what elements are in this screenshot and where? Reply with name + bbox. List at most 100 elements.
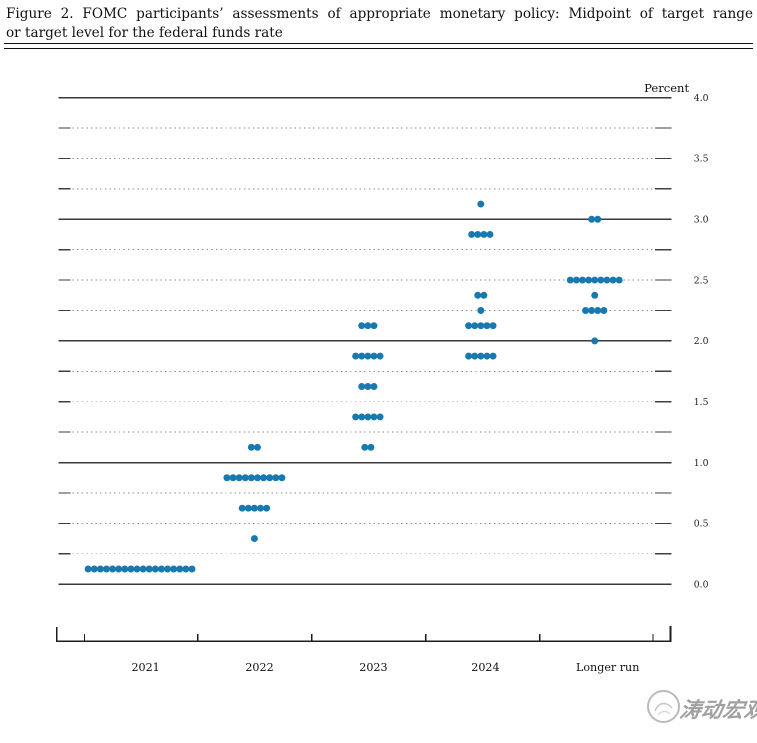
fomc-dot [588,307,596,314]
fomc-dot [247,443,255,451]
y-tick-label: 3.0 [694,214,709,225]
fomc-dot [250,504,258,512]
fomc-dot [572,276,580,284]
fomc-dot [364,322,372,330]
fomc-dot [121,565,129,573]
fomc-dot [370,352,378,360]
x-axis [55,625,672,642]
y-tick-label: 2.5 [694,275,709,286]
fomc-dot [591,276,599,284]
fomc-dot [364,413,372,421]
x-axis-label: Longer run [576,661,639,674]
x-axis-label: 2023 [359,661,387,674]
fomc-dot [477,307,485,314]
fomc-dot [235,474,243,482]
fomc-dot [115,565,123,573]
fomc-dot [376,413,384,421]
fomc-dot [238,504,246,512]
x-axis-label: 2021 [131,661,159,674]
fomc-dot [133,565,141,573]
fomc-dot [370,383,378,390]
gridlines [58,96,672,585]
y-tick-label: 0.5 [694,519,709,530]
fomc-dot [477,200,485,208]
fomc-dot [370,413,378,421]
fomc-dot [489,352,497,360]
fomc-dot [594,307,602,314]
fomc-dot [250,535,258,543]
fomc-dot [164,565,172,573]
fomc-dot [471,352,479,360]
dot-column-2022 [223,443,286,543]
fomc-dot [361,443,369,451]
fomc-dot [278,474,286,482]
fomc-dot [480,291,488,299]
y-axis-tick-labels: 4.0 3.5 3.0 2.5 2.0 1.5 1.0 0.5 0.0 [694,93,709,591]
fomc-dot [157,565,165,573]
fomc-dot [352,352,360,360]
fomc-dot [241,474,249,482]
x-axis-label: 2022 [245,661,273,674]
fomc-dot [364,352,372,360]
fomc-dot [474,291,482,299]
fomc-dot [489,322,497,330]
dot-columns [84,200,623,573]
fomc-dot [352,413,360,421]
title-divider-rule [4,43,753,49]
fomc-dot [477,352,485,360]
fomc-dot [579,276,586,284]
fomc-dot [465,352,473,360]
figure-title-line2: or target level for the federal funds ra… [6,25,283,41]
fomc-dot [247,474,255,482]
fomc-dot [84,565,92,573]
x-axis-label: 2024 [471,661,499,674]
fomc-dot [260,474,268,482]
fomc-dot [151,565,159,573]
dot-column-2023 [352,322,384,451]
fomc-dot [266,474,274,482]
fomc-dot [254,474,261,482]
y-tick-label: 2.0 [694,336,709,347]
fomc-dot [582,307,590,314]
figure-title: Figure 2. FOMC participants’ assessments… [6,5,753,43]
fomc-dot [367,443,375,451]
y-axis-unit-label: Percent [644,81,689,95]
fomc-dot [358,413,366,421]
fomc-dot [465,322,473,330]
fomc-dot [480,230,488,238]
fomc-dot [471,322,479,330]
fomc-dot [272,474,280,482]
fomc-dot [483,352,491,360]
y-tick-label: 1.5 [694,397,709,408]
fomc-dot [244,504,252,512]
fomc-dot [96,565,104,573]
fomc-dot [615,276,623,284]
fomc-dot [468,230,476,238]
fomc-dot [127,565,135,573]
x-axis-labels: 2021 2022 2023 2024 Longer run [131,661,639,674]
fomc-dot [600,307,608,314]
fomc-dot [254,443,261,451]
fomc-dot [364,383,372,390]
fomc-dot [358,352,366,360]
dot-column-2021 [84,565,196,573]
fomc-dot [90,565,98,573]
dot-plot-chart: Percent 4.0 3.5 3.0 2.5 2.0 1.5 1.0 0.5 0.0 2021… [55,81,709,674]
y-tick-label: 0.0 [694,579,709,590]
fomc-dot [483,322,491,330]
fomc-dot [477,322,485,330]
fomc-dot [358,383,366,390]
fomc-dot [176,565,184,573]
fomc-dot [170,565,178,573]
fomc-dot [376,352,384,360]
fomc-dot [182,565,190,573]
fomc-dot [588,215,596,223]
y-tick-label: 3.5 [694,154,709,165]
fomc-dot [102,565,110,573]
fomc-dot [370,322,378,330]
fomc-dot [603,276,611,284]
fomc-dot [188,565,196,573]
fomc-dot [229,474,237,482]
dot-column-2024 [465,200,497,360]
